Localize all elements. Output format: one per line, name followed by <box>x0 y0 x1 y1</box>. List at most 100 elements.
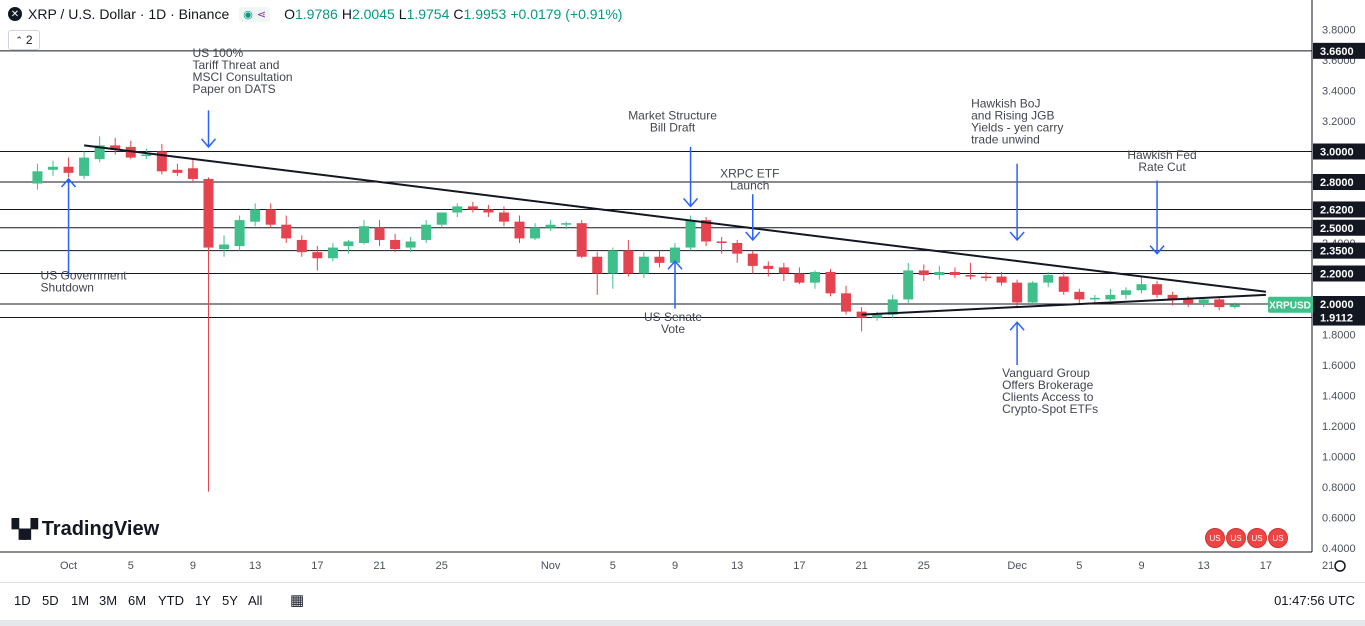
candle-body <box>125 146 136 158</box>
candle <box>638 252 649 279</box>
price-chart[interactable]: 0.4000 0.6000 0.8000 1.0000 1.2000 1.4000 1.60… <box>0 0 1365 582</box>
candle <box>794 267 805 285</box>
flag-icon[interactable]: US <box>1226 528 1246 548</box>
tf-5d[interactable]: 5D <box>42 593 59 608</box>
candle <box>390 233 401 253</box>
annotation-text: Shutdown <box>41 281 94 295</box>
x-tick-label: 17 <box>1260 560 1272 572</box>
candle <box>1214 297 1225 311</box>
annotation-text: Clients Access to <box>1002 390 1094 404</box>
eye-icon[interactable]: ◉ <box>243 8 253 21</box>
open-label: O <box>284 6 295 22</box>
last-price-tag: XRPUSD <box>1268 296 1313 313</box>
annotation-text: Vote <box>661 322 685 336</box>
candle <box>63 157 74 178</box>
indicator-toggles[interactable]: ◉ ⋖ <box>239 6 271 22</box>
candle <box>187 159 198 182</box>
chevron-up-icon: ⌃ <box>15 34 23 45</box>
date-range-icon[interactable]: ▦ <box>290 592 305 609</box>
annotation-text: Bill Draft <box>650 120 696 134</box>
candle-body <box>903 270 914 300</box>
tf-6m[interactable]: 6M <box>128 593 147 608</box>
level-tag-bg <box>1313 309 1365 326</box>
x-tick-label: 5 <box>128 560 134 572</box>
annotation-text: Market Structure <box>628 108 717 122</box>
candle-body <box>359 226 369 243</box>
candle-body <box>965 275 976 277</box>
candle-body <box>32 171 43 184</box>
candle-body <box>203 178 214 248</box>
tf-1m[interactable]: 1M <box>71 593 90 608</box>
tradingview-logo[interactable]: ▚▞ TradingView <box>12 518 159 541</box>
candle <box>421 220 432 243</box>
y-tick-label: 0.6000 <box>1322 513 1356 525</box>
candle-body <box>452 206 463 213</box>
candle <box>94 136 105 163</box>
tf-all[interactable]: All <box>248 593 263 608</box>
x-tick-label: Nov <box>541 560 561 572</box>
tradingview-mark-icon: ▚▞ <box>12 519 38 539</box>
annotation-text: Vanguard Group <box>1002 366 1090 380</box>
candle-body <box>296 239 307 253</box>
candle-body <box>701 220 712 242</box>
y-tick-label: 1.0000 <box>1322 452 1356 464</box>
tf-1d[interactable]: 1D <box>14 593 31 608</box>
economic-events[interactable]: US US US US <box>1205 528 1288 548</box>
tf-ytd[interactable]: YTD <box>158 593 184 608</box>
candle <box>374 220 385 247</box>
candle-body <box>670 247 680 263</box>
annotation-arrowhead <box>1009 321 1025 331</box>
annotation-text: Paper on DATS <box>193 82 276 96</box>
annotation-text: Tariff Threat and <box>193 58 280 72</box>
candle-body <box>374 227 385 240</box>
level-tag-label: 2.3500 <box>1320 246 1354 258</box>
candle <box>778 262 789 282</box>
candle-body <box>561 223 572 225</box>
candle-body <box>390 239 401 250</box>
flag-icon[interactable]: US <box>1205 528 1225 548</box>
tf-5y[interactable]: 5Y <box>222 593 238 608</box>
candle-body <box>219 244 230 250</box>
candle-body <box>934 271 945 276</box>
candle <box>498 206 509 227</box>
symbol-title[interactable]: XRP / U.S. Dollar · 1D · Binance <box>28 6 230 22</box>
level-tag-bg <box>1313 296 1365 312</box>
x-tick-label: Oct <box>60 560 77 572</box>
x-tick-label: 17 <box>311 560 323 572</box>
flag-icon[interactable]: US <box>1247 528 1267 548</box>
tf-1y[interactable]: 1Y <box>195 593 211 608</box>
candle-body <box>716 241 727 243</box>
candle-body <box>732 243 743 254</box>
candle-body <box>1152 284 1163 295</box>
candle <box>1043 271 1054 288</box>
candle-body <box>187 168 198 179</box>
x-tick-label: 13 <box>249 560 261 572</box>
annotation-arrowhead <box>1149 245 1165 255</box>
x-tick-label: 17 <box>793 560 805 572</box>
tf-3m[interactable]: 3M <box>99 593 118 608</box>
candle <box>732 239 743 263</box>
candle-body <box>654 256 665 263</box>
flag-icon[interactable]: US <box>1268 528 1288 548</box>
annotation-text: Hawkish BoJ <box>971 96 1040 110</box>
level-tag: 2.6200 <box>1313 201 1365 218</box>
candle-body <box>1136 284 1147 291</box>
candle <box>841 285 852 315</box>
candle-body <box>1105 294 1116 300</box>
candle-body <box>576 223 587 257</box>
x-tick-label: 21 <box>1322 560 1334 572</box>
candle-body <box>421 224 432 240</box>
candle <box>1198 297 1209 308</box>
candle-body <box>156 151 167 172</box>
xrp-logo-icon: ✕ <box>8 7 22 21</box>
candle <box>1105 288 1116 301</box>
share-icon[interactable]: ⋖ <box>256 8 267 21</box>
trendline <box>83 144 1267 293</box>
candle <box>530 223 541 240</box>
candle <box>436 212 447 228</box>
utc-clock[interactable]: 01:47:56 UTC <box>1274 593 1355 608</box>
candle <box>763 261 774 277</box>
indicators-collapse-button[interactable]: ⌃ 2 <box>8 30 40 50</box>
candle-body <box>343 241 354 247</box>
candle <box>265 203 276 228</box>
